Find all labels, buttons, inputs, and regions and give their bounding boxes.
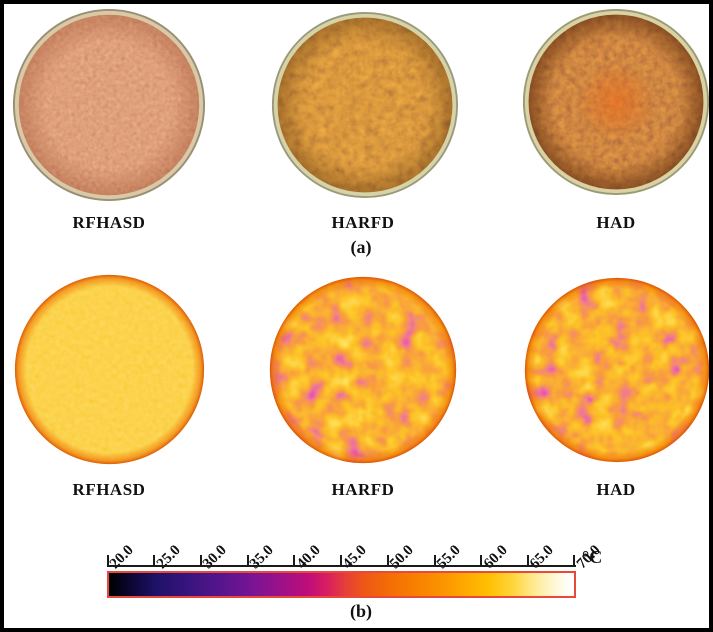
colorbar-tick bbox=[480, 555, 482, 566]
colorbar-tick bbox=[293, 555, 295, 566]
colorbar-tick bbox=[573, 555, 575, 566]
colorbar-gradient bbox=[107, 571, 576, 598]
thermal-label-rfhasd: RFHASD bbox=[72, 480, 146, 499]
photo-label-harfd: HARFD bbox=[331, 213, 395, 232]
photo-label-had: HAD bbox=[596, 213, 636, 232]
colorbar-tick bbox=[527, 555, 529, 566]
colorbar-tick bbox=[247, 555, 249, 566]
thermal-label-had: HAD bbox=[596, 480, 636, 499]
colorbar-tick bbox=[340, 555, 342, 566]
colorbar-tick bbox=[107, 555, 109, 566]
colorbar-tick bbox=[387, 555, 389, 566]
colorbar-axis-line bbox=[107, 565, 576, 567]
photo-circle-had bbox=[522, 8, 709, 196]
photo-label-rfhasd: RFHASD bbox=[72, 213, 146, 232]
caption-a: (a) bbox=[350, 237, 372, 257]
colorbar-tick bbox=[200, 555, 202, 566]
colorbar-tick bbox=[153, 555, 155, 566]
caption-b: (b) bbox=[350, 601, 372, 621]
thermal-circle-rfhasd bbox=[14, 274, 205, 465]
photo-circle-rfhasd bbox=[12, 8, 206, 202]
colorbar-unit-label: °C bbox=[582, 547, 603, 567]
photo-circle-harfd bbox=[271, 11, 459, 199]
thermal-label-harfd: HARFD bbox=[331, 480, 395, 499]
thermal-circle-had bbox=[524, 277, 709, 463]
colorbar-tick bbox=[434, 555, 436, 566]
thermal-circle-harfd bbox=[269, 276, 457, 464]
